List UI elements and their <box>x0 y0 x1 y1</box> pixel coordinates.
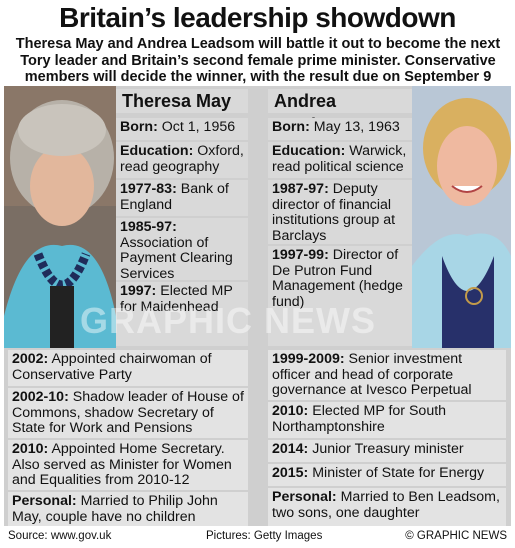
may-career-2002: 2002: Appointed chairwoman of Conservati… <box>8 350 248 386</box>
may-born: Born: Oct 1, 1956 <box>116 118 248 140</box>
pictures-credit: Pictures: Getty Images <box>206 530 323 542</box>
leadsom-career-2014: 2014: Junior Treasury minister <box>268 440 506 462</box>
may-career-2010: 2010: Appointed Home Secretary. Also ser… <box>8 440 248 490</box>
may-name-header: Theresa May <box>116 89 248 113</box>
leadsom-name-header: Andrea Leadsom <box>268 89 412 135</box>
leadsom-career-1999: 1999-2009: Senior investment officer and… <box>268 350 506 400</box>
leadsom-career-1997: 1997-99: Director of De Putron Fund Mana… <box>268 246 412 346</box>
may-personal: Personal: Married to Philip John May, co… <box>8 492 248 526</box>
page-title: Britain’s leadership showdown <box>59 2 456 33</box>
leadsom-education: Education: Warwick, read political scien… <box>268 142 412 178</box>
graphic-news-credit: © GRAPHIC NEWS <box>405 530 507 542</box>
leadsom-career-1987: 1987-97: Deputy director of financial in… <box>268 180 412 244</box>
theresa-may-photo <box>4 86 116 348</box>
may-career-1977: 1977-83: Bank of England <box>116 180 248 216</box>
leadsom-career-2015: 2015: Minister of State for Energy <box>268 464 506 486</box>
may-career-1985: 1985-97: Association of Payment Clearing… <box>116 218 248 281</box>
leadsom-career-2010: 2010: Elected MP for South Northamptonsh… <box>268 402 506 438</box>
andrea-leadsom-photo <box>412 86 511 348</box>
source-credit: Source: www.gov.uk <box>8 530 112 542</box>
intro-text: Theresa May and Andrea Leadsom will batt… <box>15 36 501 85</box>
may-career-2002-10: 2002-10: Shadow leader of House of Commo… <box>8 388 248 438</box>
may-career-1997: 1997: Elected MP for Maidenhead <box>116 282 248 346</box>
may-education: Education: Oxford, read geography <box>116 142 248 178</box>
leadsom-personal: Personal: Married to Ben Leadsom, two so… <box>268 488 506 526</box>
leadsom-born: Born: May 13, 1963 <box>268 118 412 140</box>
